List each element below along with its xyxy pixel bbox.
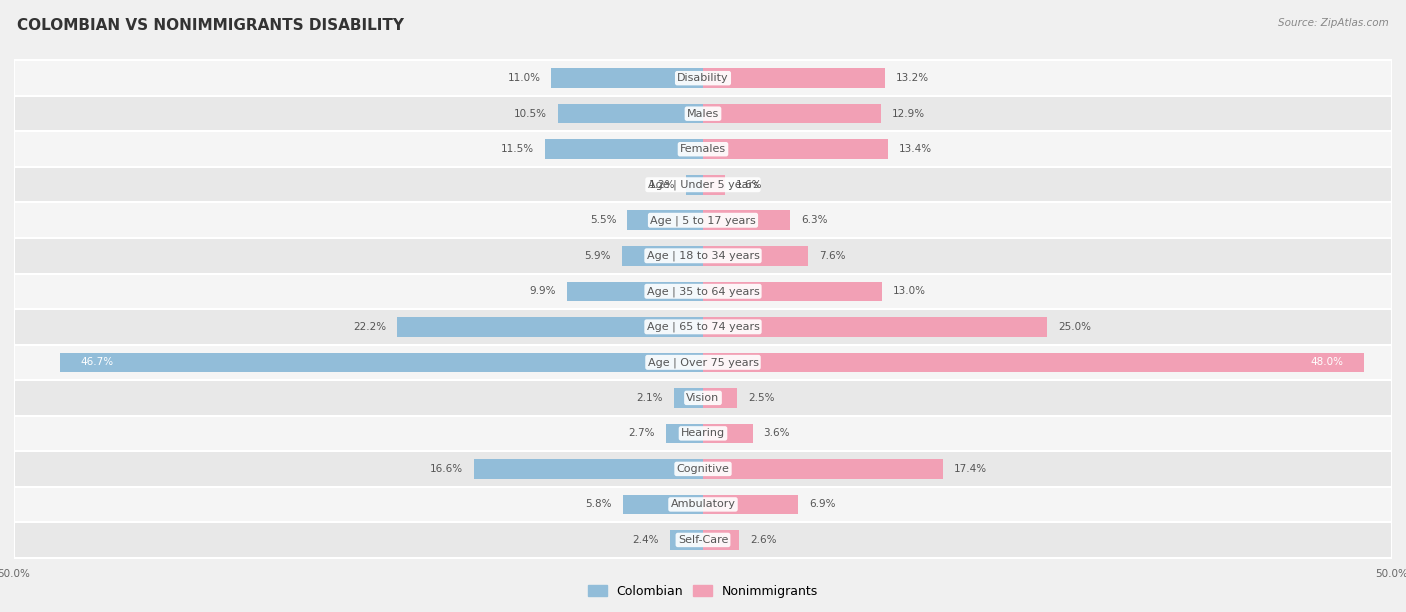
Bar xyxy=(567,282,703,301)
Text: Age | 35 to 64 years: Age | 35 to 64 years xyxy=(647,286,759,297)
Legend: Colombian, Nonimmigrants: Colombian, Nonimmigrants xyxy=(583,580,823,602)
Bar xyxy=(474,459,703,479)
Bar xyxy=(703,211,790,230)
Bar xyxy=(14,487,1392,522)
Bar xyxy=(14,451,1392,487)
Bar xyxy=(14,96,1392,132)
Text: Age | 18 to 34 years: Age | 18 to 34 years xyxy=(647,250,759,261)
Text: Hearing: Hearing xyxy=(681,428,725,438)
Bar xyxy=(703,424,752,443)
Text: Cognitive: Cognitive xyxy=(676,464,730,474)
Text: Age | 65 to 74 years: Age | 65 to 74 years xyxy=(647,321,759,332)
Bar xyxy=(14,203,1392,238)
Text: 10.5%: 10.5% xyxy=(515,109,547,119)
Bar xyxy=(14,380,1392,416)
Bar xyxy=(14,522,1392,558)
Bar xyxy=(14,309,1392,345)
Text: 2.6%: 2.6% xyxy=(749,535,776,545)
Text: 12.9%: 12.9% xyxy=(891,109,925,119)
Bar xyxy=(14,345,1392,380)
Text: 2.4%: 2.4% xyxy=(633,535,659,545)
Text: 1.6%: 1.6% xyxy=(737,180,762,190)
Bar xyxy=(703,388,738,408)
Text: 13.0%: 13.0% xyxy=(893,286,927,296)
Bar xyxy=(703,69,884,88)
Bar xyxy=(669,530,703,550)
Text: 46.7%: 46.7% xyxy=(80,357,114,367)
Text: Disability: Disability xyxy=(678,73,728,83)
Bar xyxy=(544,140,703,159)
Text: Vision: Vision xyxy=(686,393,720,403)
Bar xyxy=(551,69,703,88)
Bar xyxy=(14,274,1392,309)
Text: 5.8%: 5.8% xyxy=(585,499,612,509)
Text: Ambulatory: Ambulatory xyxy=(671,499,735,509)
Text: 3.6%: 3.6% xyxy=(763,428,790,438)
Bar xyxy=(666,424,703,443)
Bar xyxy=(703,530,738,550)
Text: 22.2%: 22.2% xyxy=(353,322,387,332)
Text: 2.7%: 2.7% xyxy=(628,428,655,438)
Text: 9.9%: 9.9% xyxy=(529,286,555,296)
Bar xyxy=(673,388,703,408)
Text: 17.4%: 17.4% xyxy=(953,464,987,474)
Text: 1.2%: 1.2% xyxy=(650,180,675,190)
Text: 5.9%: 5.9% xyxy=(583,251,610,261)
Text: 2.5%: 2.5% xyxy=(748,393,775,403)
Text: Source: ZipAtlas.com: Source: ZipAtlas.com xyxy=(1278,18,1389,28)
Text: 5.5%: 5.5% xyxy=(589,215,616,225)
Bar xyxy=(623,494,703,514)
Text: Females: Females xyxy=(681,144,725,154)
Bar xyxy=(558,104,703,124)
Bar xyxy=(14,167,1392,203)
Bar xyxy=(703,317,1047,337)
Bar xyxy=(703,175,725,195)
Text: 6.9%: 6.9% xyxy=(808,499,835,509)
Text: 11.0%: 11.0% xyxy=(508,73,540,83)
Text: 6.3%: 6.3% xyxy=(801,215,827,225)
Bar xyxy=(14,238,1392,274)
Bar xyxy=(686,175,703,195)
Text: Males: Males xyxy=(688,109,718,119)
Bar xyxy=(14,61,1392,96)
Text: COLOMBIAN VS NONIMMIGRANTS DISABILITY: COLOMBIAN VS NONIMMIGRANTS DISABILITY xyxy=(17,18,404,34)
Text: 13.4%: 13.4% xyxy=(898,144,932,154)
Bar xyxy=(703,246,807,266)
Bar xyxy=(703,494,799,514)
Bar xyxy=(621,246,703,266)
Bar xyxy=(59,353,703,372)
Bar xyxy=(14,132,1392,167)
Text: 25.0%: 25.0% xyxy=(1059,322,1091,332)
Text: 13.2%: 13.2% xyxy=(896,73,929,83)
Bar xyxy=(703,459,943,479)
Text: 48.0%: 48.0% xyxy=(1310,357,1344,367)
Bar xyxy=(396,317,703,337)
Text: 16.6%: 16.6% xyxy=(430,464,463,474)
Text: Self-Care: Self-Care xyxy=(678,535,728,545)
Bar xyxy=(703,282,882,301)
Bar xyxy=(703,353,1364,372)
Text: Age | Over 75 years: Age | Over 75 years xyxy=(648,357,758,368)
Bar xyxy=(703,140,887,159)
Text: 2.1%: 2.1% xyxy=(637,393,664,403)
Text: 7.6%: 7.6% xyxy=(818,251,845,261)
Text: Age | Under 5 years: Age | Under 5 years xyxy=(648,179,758,190)
Bar xyxy=(703,104,880,124)
Text: Age | 5 to 17 years: Age | 5 to 17 years xyxy=(650,215,756,225)
Bar xyxy=(627,211,703,230)
Bar xyxy=(14,416,1392,451)
Text: 11.5%: 11.5% xyxy=(501,144,533,154)
